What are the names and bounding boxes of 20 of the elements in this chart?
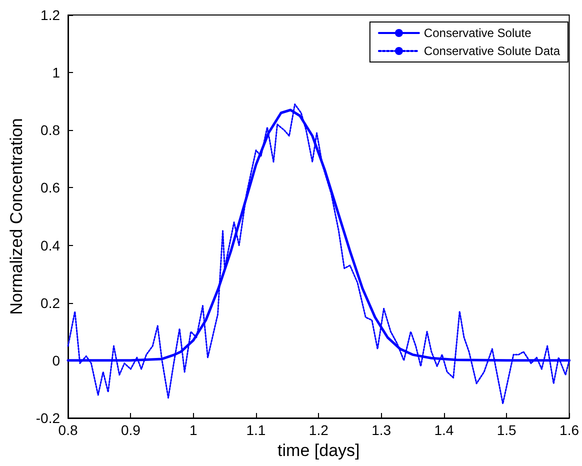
y-tick-label: 0.2 [40,294,60,311]
x-tick-label: 1.5 [496,422,517,438]
x-tick-label: 1.4 [434,422,454,438]
x-axis-title: time [days] [278,440,360,460]
x-tick-label: 0.9 [120,422,141,438]
x-tick-label: 1.1 [246,422,266,438]
legend-label: Conservative Solute Data [424,44,560,58]
y-tick-label: 0 [52,352,60,368]
y-tick-label: 0.4 [40,237,60,254]
x-tick-label: 1.2 [308,422,329,438]
legend-label: Conservative Solute [424,26,532,40]
y-tick-label: -0.2 [36,410,60,426]
y-axis-title: Normalized Concentration [7,118,26,315]
x-tick-label: 1.6 [560,422,580,438]
y-tick-label: 1.2 [40,7,60,23]
x-tick-label: 1.3 [372,422,392,438]
y-tick-label: 0.6 [40,180,60,196]
y-tick-label: 1 [52,64,60,81]
x-tick-label: 1 [189,422,198,438]
y-tick-label: 0.8 [40,122,60,138]
